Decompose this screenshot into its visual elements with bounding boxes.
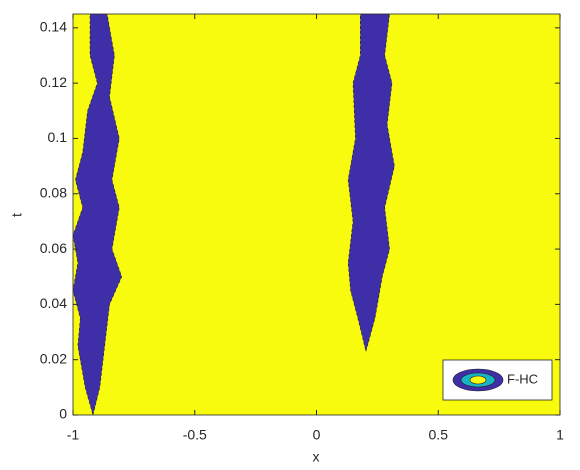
y-tick-label: 0.08 (40, 184, 67, 200)
x-tick-label: 0 (313, 427, 321, 443)
axes: -1 -0.5 0 0.5 1 0 0.02 0.04 0.06 0.08 0.1 0.12 0.14 (40, 13, 564, 443)
x-tick-label: 0.5 (429, 427, 449, 443)
y-tick-label: 0.1 (48, 129, 68, 145)
y-tick-label: 0.06 (40, 240, 67, 256)
contour-region (347, 14, 395, 352)
legend-label: F-HC (507, 371, 538, 386)
y-tick-label: 0.02 (40, 350, 67, 366)
y-tick-label: 0.12 (40, 74, 67, 90)
y-axis-label: t (9, 213, 25, 217)
x-tick-label: -1 (67, 427, 80, 443)
contour-regions (73, 14, 395, 415)
contour-region (73, 14, 123, 415)
legend-icon (469, 375, 487, 385)
x-tick-label: -0.5 (183, 427, 207, 443)
x-axis-label: x (313, 449, 320, 465)
y-tick-label: 0 (59, 406, 67, 422)
y-tick-label: 0.14 (40, 19, 67, 35)
x-tick-label: 1 (556, 427, 564, 443)
y-tick-label: 0.04 (40, 295, 67, 311)
plot-background (73, 14, 560, 415)
legend: F-HC (442, 359, 553, 401)
